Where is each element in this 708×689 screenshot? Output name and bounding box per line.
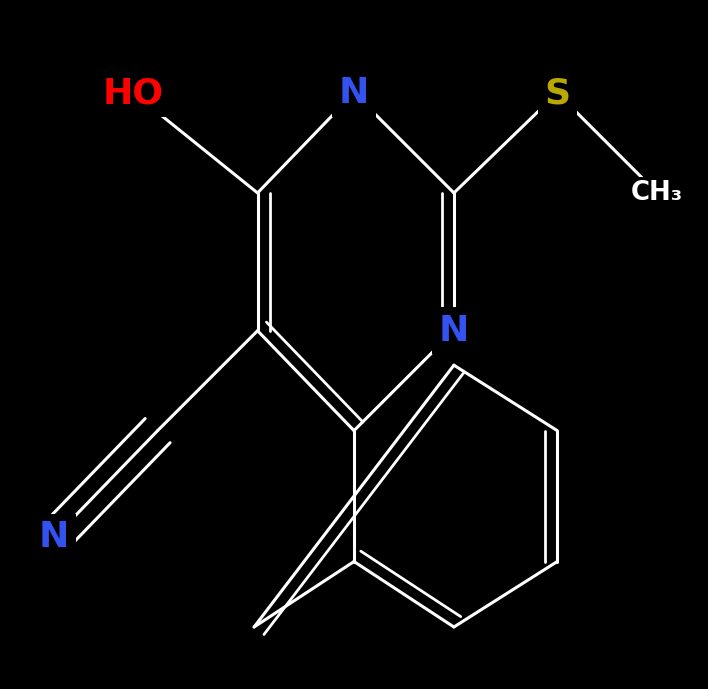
Text: HO: HO — [103, 76, 164, 110]
Text: N: N — [339, 76, 369, 110]
Text: N: N — [439, 313, 469, 348]
Text: S: S — [544, 76, 571, 110]
Text: CH₃: CH₃ — [631, 180, 683, 206]
Text: N: N — [39, 520, 69, 555]
